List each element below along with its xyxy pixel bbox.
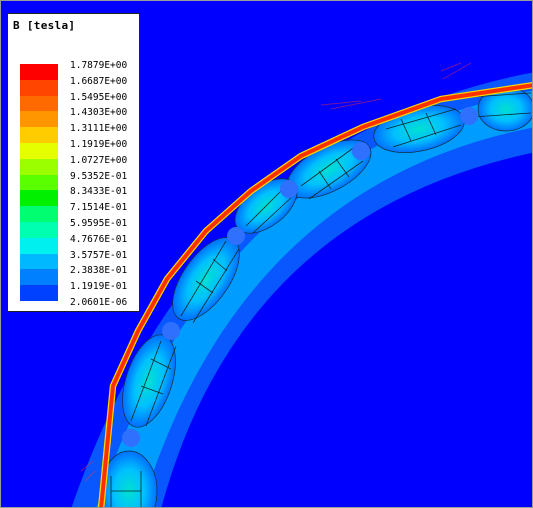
legend-label: 9.5352E-01 bbox=[70, 170, 128, 182]
legend-label: 7.1514E-01 bbox=[70, 202, 128, 214]
legend-label: 5.9595E-01 bbox=[70, 217, 128, 229]
legend-swatch bbox=[20, 79, 58, 96]
slot-mesh-lines bbox=[110, 92, 532, 507]
legend-label: 3.5757E-01 bbox=[70, 249, 128, 261]
legend-label: 1.5495E+00 bbox=[70, 91, 128, 103]
flux-arrows bbox=[80, 62, 472, 482]
legend-swatch bbox=[20, 237, 58, 254]
legend-labels: 1.7879E+00 1.6687E+00 1.5495E+00 1.4303E+00… bbox=[70, 58, 127, 311]
legend-swatch bbox=[20, 95, 58, 112]
legend-swatch bbox=[20, 190, 58, 207]
legend-label: 1.1919E-01 bbox=[70, 281, 128, 293]
legend-label: 1.3111E+00 bbox=[70, 123, 128, 135]
legend-label: 1.4303E+00 bbox=[70, 107, 128, 119]
legend-label: 1.7879E+00 bbox=[70, 60, 128, 71]
outer-field-band bbox=[71, 72, 532, 507]
legend-label: 1.6687E+00 bbox=[70, 75, 128, 87]
legend-swatch bbox=[20, 253, 58, 270]
legend-swatch bbox=[20, 158, 58, 175]
legend-swatch bbox=[20, 269, 58, 286]
legend-label: 2.0601E-06 bbox=[70, 296, 128, 308]
legend-swatch bbox=[20, 221, 58, 238]
legend-label: 8.3433E-01 bbox=[70, 186, 128, 198]
airgap-ring-red bbox=[99, 83, 532, 507]
legend-swatch bbox=[20, 174, 58, 191]
legend-swatch bbox=[20, 64, 58, 80]
legend-swatch bbox=[20, 127, 58, 143]
color-legend: B [tesla] 1.7879E+00 1.6687E+00 1.5495E+00… bbox=[7, 13, 140, 312]
legend-swatch bbox=[20, 142, 58, 159]
legend-label: 4.7676E-01 bbox=[70, 233, 128, 245]
legend-label: 1.0727E+00 bbox=[70, 154, 128, 166]
legend-label: 1.1919E+00 bbox=[70, 138, 128, 150]
tooth-tip-pockets bbox=[122, 107, 478, 447]
legend-swatches bbox=[20, 64, 58, 301]
legend-swatch bbox=[20, 111, 58, 128]
legend-swatch bbox=[20, 206, 58, 222]
legend-swatch bbox=[20, 285, 58, 301]
legend-label: 2.3838E-01 bbox=[70, 265, 128, 277]
legend-title: B [tesla] bbox=[13, 19, 76, 32]
